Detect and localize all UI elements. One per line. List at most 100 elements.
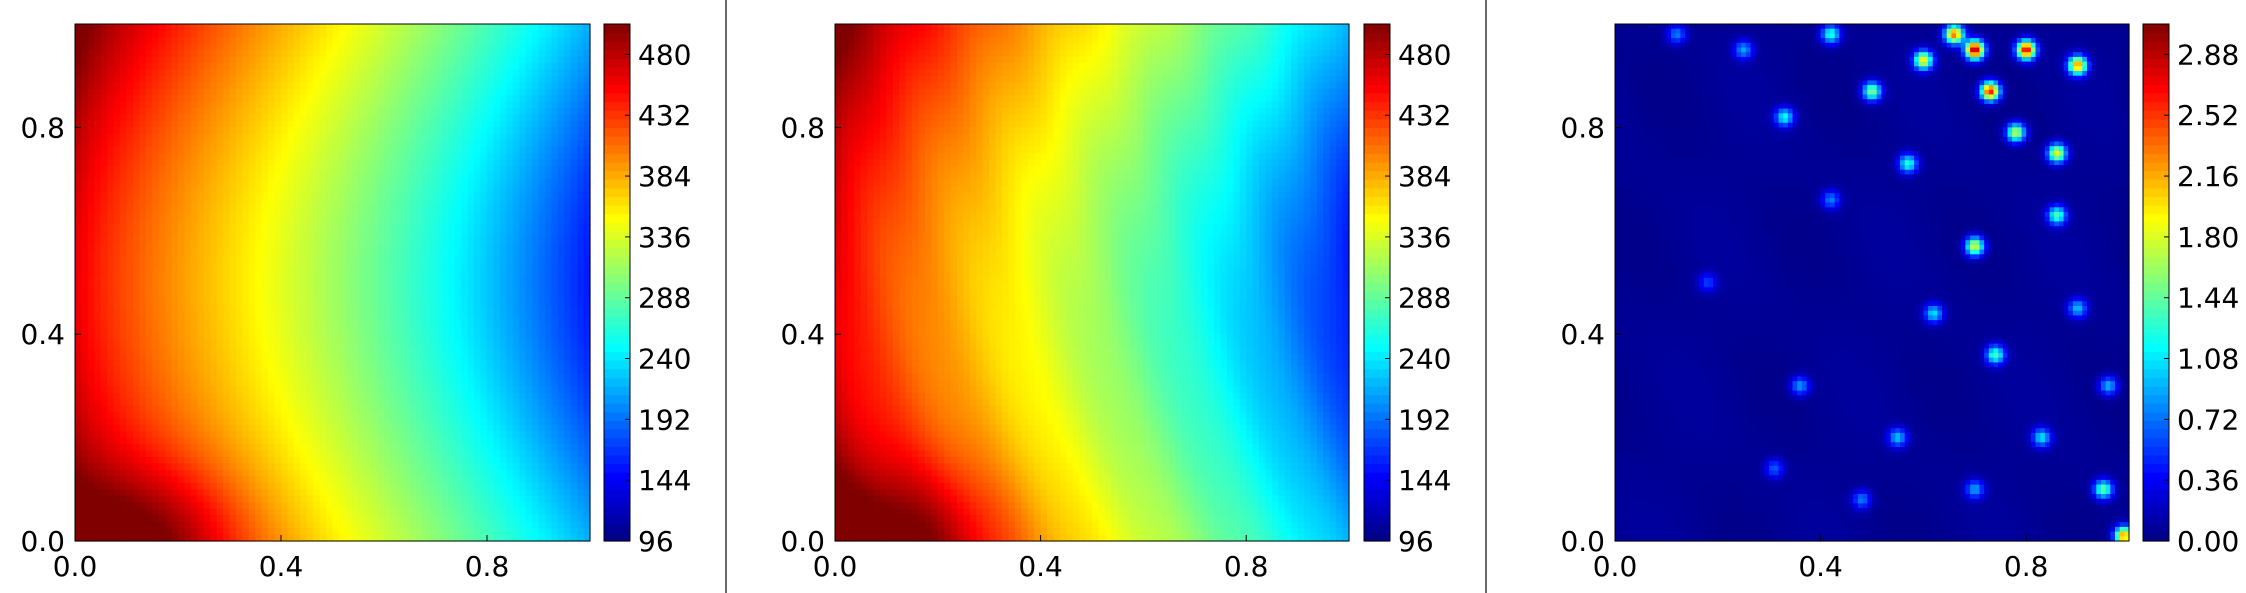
heatmap-cell xyxy=(184,243,192,251)
heatmap-cell xyxy=(261,314,269,322)
heatmap-cell xyxy=(178,88,186,96)
heatmap-cell xyxy=(203,450,211,458)
heatmap-cell xyxy=(171,256,179,264)
heatmap-cell xyxy=(435,360,443,368)
heatmap-cell xyxy=(223,282,231,290)
heatmap-cell xyxy=(403,172,411,180)
heatmap-cell xyxy=(203,217,211,225)
heatmap-cell xyxy=(100,120,108,128)
heatmap-cell xyxy=(345,269,353,277)
heatmap-cell xyxy=(281,508,289,516)
heatmap-cell xyxy=(171,418,179,426)
heatmap-cell xyxy=(338,120,346,128)
heatmap-cell xyxy=(281,334,289,342)
heatmap-cell xyxy=(287,515,295,523)
heatmap-cell xyxy=(261,62,269,70)
heatmap-cell xyxy=(358,140,366,148)
heatmap-cell xyxy=(223,437,231,445)
heatmap-cell xyxy=(107,95,115,103)
heatmap-cell xyxy=(184,385,192,393)
heatmap-cell xyxy=(377,366,385,374)
heatmap-cell xyxy=(210,217,218,225)
heatmap-cell xyxy=(210,230,218,238)
heatmap-cell xyxy=(235,437,243,445)
heatmap-cell xyxy=(390,392,398,400)
heatmap-cell xyxy=(416,49,424,57)
heatmap-cell xyxy=(326,101,334,109)
heatmap-cell xyxy=(319,95,327,103)
heatmap-cell xyxy=(94,398,102,406)
heatmap-cell xyxy=(145,204,153,213)
heatmap-cell xyxy=(165,495,173,503)
heatmap-cell xyxy=(313,69,321,77)
heatmap-cell xyxy=(75,269,83,277)
heatmap-cell xyxy=(139,411,147,419)
heatmap-cell xyxy=(371,133,379,141)
heatmap-cell xyxy=(364,153,372,161)
heatmap-cell xyxy=(261,56,269,64)
heatmap-cell xyxy=(242,146,250,154)
heatmap-cell xyxy=(107,469,115,477)
heatmap-cell xyxy=(326,398,334,406)
heatmap-cell xyxy=(248,256,256,264)
heatmap-cell xyxy=(145,82,153,90)
heatmap-cell xyxy=(87,263,95,271)
heatmap-cell xyxy=(351,243,359,251)
heatmap-cell xyxy=(94,217,102,225)
heatmap-cell xyxy=(287,327,295,335)
heatmap-cell xyxy=(190,159,198,167)
heatmap-cell xyxy=(396,411,404,419)
heatmap-cell xyxy=(132,62,140,70)
heatmap-cell xyxy=(338,172,346,180)
heatmap-cell xyxy=(113,502,121,510)
heatmap-cell xyxy=(300,114,308,122)
heatmap-cell xyxy=(223,159,231,167)
heatmap-cell xyxy=(229,88,237,96)
heatmap-cell xyxy=(306,444,314,452)
heatmap-cell xyxy=(390,166,398,174)
heatmap-cell xyxy=(203,411,211,419)
heatmap-cell xyxy=(81,269,89,277)
heatmap-cell xyxy=(435,424,443,432)
heatmap-cell xyxy=(242,153,250,161)
heatmap-cell xyxy=(287,534,295,542)
heatmap-cell xyxy=(203,282,211,290)
heatmap-cell xyxy=(429,489,437,497)
heatmap-cell xyxy=(87,256,95,264)
heatmap-cell xyxy=(178,179,186,187)
heatmap-cell xyxy=(178,24,186,32)
heatmap-cell xyxy=(165,62,173,70)
heatmap-cell xyxy=(190,256,198,264)
heatmap-cell xyxy=(287,159,295,167)
heatmap-cell xyxy=(197,437,205,445)
heatmap-cell xyxy=(448,398,456,406)
heatmap-cell xyxy=(145,308,153,316)
heatmap-cell xyxy=(409,456,417,465)
heatmap-cell xyxy=(94,204,102,213)
heatmap-cell xyxy=(107,534,115,542)
heatmap-cell xyxy=(152,217,160,225)
heatmap-cell xyxy=(467,243,475,251)
heatmap-cell xyxy=(255,224,263,232)
heatmap-cell xyxy=(403,250,411,258)
heatmap-cell xyxy=(358,385,366,393)
heatmap-cell xyxy=(165,424,173,432)
heatmap-cell xyxy=(448,288,456,297)
heatmap-cell xyxy=(216,450,224,458)
heatmap-cell xyxy=(274,75,282,83)
heatmap-cell xyxy=(210,269,218,277)
heatmap-cell xyxy=(158,444,166,452)
heatmap-cell xyxy=(319,269,327,277)
heatmap-cell xyxy=(313,456,321,465)
heatmap-cell xyxy=(467,24,475,32)
heatmap-cell xyxy=(229,424,237,432)
heatmap-cell xyxy=(281,398,289,406)
heatmap-cell xyxy=(390,217,398,225)
heatmap-cell xyxy=(422,321,430,329)
heatmap-cell xyxy=(429,282,437,290)
heatmap-cell xyxy=(377,133,385,141)
heatmap-cell xyxy=(416,418,424,426)
heatmap-cell xyxy=(461,508,469,516)
heatmap-cell xyxy=(210,75,218,83)
heatmap-cell xyxy=(403,24,411,32)
